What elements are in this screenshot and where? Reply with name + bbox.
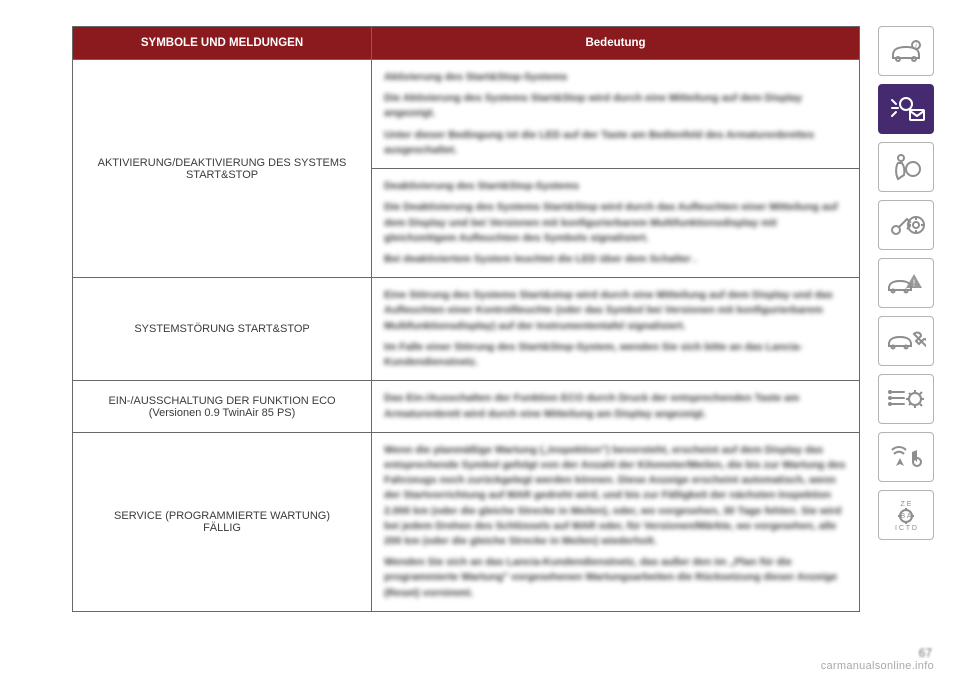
manual-table: SYMBOLE UND MELDUNGEN Bedeutung AKTIVIER… (72, 26, 860, 612)
row-fault-label: SYSTEMSTÖRUNG START&STOP (73, 278, 372, 381)
eco-label-line1: EIN-/AUSSCHALTUNG DER FUNKTION ECO (108, 395, 335, 407)
car-info-icon[interactable]: i (878, 26, 934, 76)
settings-list-icon[interactable] (878, 374, 934, 424)
startstop-act-title: Aktivierung des Start&Stop-Systems (384, 70, 847, 85)
car-wrench-icon[interactable] (878, 316, 934, 366)
header-meaning: Bedeutung (372, 27, 860, 60)
airbag-icon[interactable] (878, 142, 934, 192)
startstop-act-body1: Die Aktivierung des Systems Start&Stop w… (384, 91, 847, 121)
startstop-act-body2: Unter dieser Bedingung ist die LED auf d… (384, 128, 847, 158)
key-wheel-icon[interactable] (878, 200, 934, 250)
row-startstop-activation-body: Aktivierung des Start&Stop-Systems Die A… (372, 60, 860, 169)
eco-label-line2: (Versionen 0.9 TwinAir 85 PS) (149, 407, 296, 419)
row-eco-label: EIN-/AUSSCHALTUNG DER FUNKTION ECO (Vers… (73, 381, 372, 432)
car-warning-icon[interactable]: ! (878, 258, 934, 308)
row-startstop-deactivation-body: Deaktivierung des Start&Stop-Systems Die… (372, 169, 860, 278)
startstop-deact-body2: Bei deaktiviertem System leuchtet die LE… (384, 252, 847, 267)
sidebar: i ! Z EB AI C T D (874, 0, 960, 678)
startstop-deact-body1: Die Deaktivierung des Systems Start&Stop… (384, 200, 847, 246)
media-location-icon[interactable] (878, 432, 934, 482)
service-label-line2: FÄLLIG (203, 522, 241, 534)
row-startstop-label: AKTIVIERUNG/DEAKTIVIERUNG DES SYSTEMS ST… (73, 60, 372, 278)
page-number: 67 (919, 646, 932, 660)
svg-text:Z E: Z E (901, 501, 912, 508)
header-symbols: SYMBOLE UND MELDUNGEN (73, 27, 372, 60)
light-mail-icon[interactable] (878, 84, 934, 134)
eco-body: Das Ein-/Ausschalten der Funktion ECO du… (384, 391, 847, 421)
main-content: SYMBOLE UND MELDUNGEN Bedeutung AKTIVIER… (0, 0, 874, 678)
service-label-line1: SERVICE (PROGRAMMIERTE WARTUNG) (114, 510, 330, 522)
gear-letters-icon[interactable]: Z EB AI C T D (878, 490, 934, 540)
svg-text:!: ! (913, 278, 916, 288)
row-service-label: SERVICE (PROGRAMMIERTE WARTUNG) FÄLLIG (73, 432, 372, 611)
fault-body2: Im Falle einer Störung des Start&Stop-Sy… (384, 340, 847, 370)
row-service-body: Wenn die planmäßige Wartung („Inspektion… (372, 432, 860, 611)
fault-body1: Eine Störung des Systems Start&stop wird… (384, 288, 847, 334)
service-body2: Wenden Sie sich an das Lancia-Kundendien… (384, 555, 847, 601)
watermark: carmanualsonline.info (821, 660, 934, 672)
row-fault-body: Eine Störung des Systems Start&stop wird… (372, 278, 860, 381)
startstop-deact-title: Deaktivierung des Start&Stop-Systems (384, 179, 847, 194)
service-body1: Wenn die planmäßige Wartung („Inspektion… (384, 443, 847, 550)
row-eco-body: Das Ein-/Ausschalten der Funktion ECO du… (372, 381, 860, 432)
svg-text:I C T D: I C T D (895, 525, 917, 532)
